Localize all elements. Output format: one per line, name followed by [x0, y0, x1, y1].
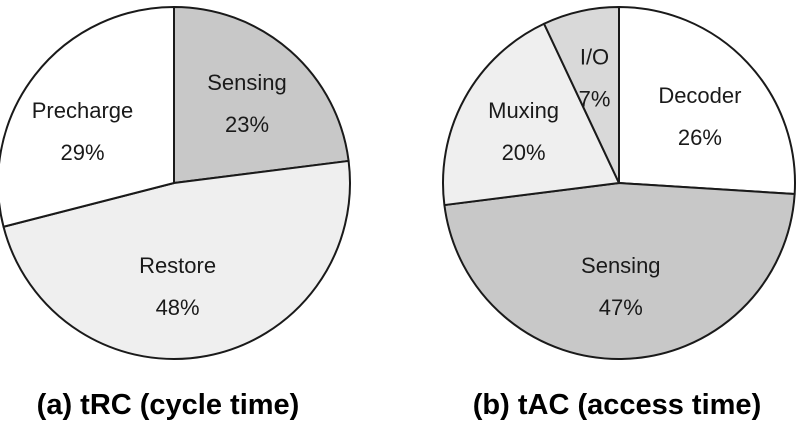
- slice-muxing-percent: 20%: [502, 140, 546, 165]
- slice-io-percent: 7%: [579, 87, 611, 112]
- caption-trc: (a) tRC (cycle time): [37, 389, 300, 421]
- slice-sensing-label: Sensing: [581, 253, 661, 278]
- slice-restore-percent: 48%: [156, 295, 200, 320]
- slice-precharge-label: Precharge: [32, 98, 134, 123]
- slice-decoder: [618, 6, 796, 196]
- slice-decoder-label: Decoder: [658, 83, 741, 108]
- slice-io-label: I/O: [580, 45, 609, 70]
- slice-decoder-percent: 26%: [678, 125, 722, 150]
- slice-muxing: [442, 22, 620, 207]
- caption-tac: (b) tAC (access time): [473, 389, 761, 421]
- slice-muxing-label: Muxing: [488, 98, 559, 123]
- slice-restore: [2, 159, 351, 360]
- slice-sensing-percent: 23%: [225, 112, 269, 137]
- slice-sensing: [443, 182, 796, 360]
- pie-chart-tac: Decoder 26% Sensing 47% Muxing 20% I/O 7%: [442, 6, 796, 360]
- slice-sensing-label: Sensing: [207, 70, 287, 95]
- slice-sensing-percent: 47%: [599, 295, 643, 320]
- pie-chart-trc: Sensing 23% Restore 48% Precharge 29%: [0, 6, 351, 360]
- slice-io: [543, 6, 620, 184]
- slice-sensing: [173, 6, 350, 184]
- slice-precharge-percent: 29%: [60, 140, 104, 165]
- slice-restore-label: Restore: [139, 253, 216, 278]
- slice-precharge: [0, 6, 175, 228]
